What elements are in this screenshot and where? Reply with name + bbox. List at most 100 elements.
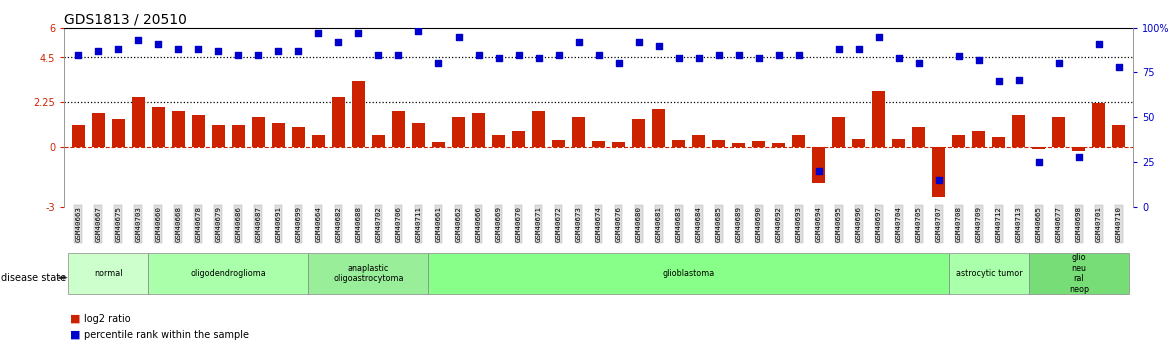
Bar — [472, 113, 485, 147]
Text: disease state: disease state — [1, 273, 67, 283]
Bar — [853, 139, 865, 147]
Bar — [429, 253, 948, 294]
Bar — [152, 107, 165, 147]
Point — [209, 48, 228, 54]
Text: GSM40675: GSM40675 — [116, 206, 121, 242]
Point — [1070, 154, 1089, 159]
Point — [930, 177, 948, 183]
Bar — [672, 140, 686, 147]
Point — [689, 55, 708, 61]
Point — [969, 57, 988, 63]
Bar — [148, 253, 308, 294]
Text: ■: ■ — [70, 330, 81, 339]
Point — [630, 39, 648, 45]
Bar — [792, 135, 805, 147]
Bar — [192, 115, 204, 147]
Point — [549, 52, 568, 57]
Point — [369, 52, 388, 57]
Bar — [492, 135, 505, 147]
Point — [829, 46, 848, 52]
Text: GSM40702: GSM40702 — [375, 206, 382, 242]
Text: GSM40685: GSM40685 — [716, 206, 722, 242]
Point — [150, 41, 168, 47]
Point — [910, 61, 929, 66]
Text: GSM40665: GSM40665 — [1036, 206, 1042, 242]
Text: anaplastic
oligoastrocytoma: anaplastic oligoastrocytoma — [333, 264, 404, 283]
Bar — [812, 147, 826, 183]
Text: GSM40696: GSM40696 — [856, 206, 862, 242]
Text: glio
neu
ral
neop: glio neu ral neop — [1069, 253, 1089, 294]
Point — [750, 55, 769, 61]
Point — [589, 52, 607, 57]
Bar — [732, 143, 745, 147]
Point — [849, 46, 868, 52]
Point — [509, 52, 528, 57]
Point — [349, 30, 368, 36]
Point — [809, 168, 828, 174]
Text: GSM40709: GSM40709 — [975, 206, 982, 242]
Bar — [292, 127, 305, 147]
Point — [288, 48, 307, 54]
Text: GSM40667: GSM40667 — [96, 206, 102, 242]
Bar — [332, 97, 345, 147]
Bar — [172, 111, 185, 147]
Text: GSM40690: GSM40690 — [756, 206, 762, 242]
Bar — [632, 119, 645, 147]
Text: GSM40694: GSM40694 — [815, 206, 822, 242]
Bar — [412, 123, 425, 147]
Text: GSM40711: GSM40711 — [416, 206, 422, 242]
Bar — [452, 117, 465, 147]
Text: GSM40671: GSM40671 — [536, 206, 542, 242]
Point — [1009, 77, 1028, 82]
Point — [1090, 41, 1108, 47]
Text: GSM40666: GSM40666 — [475, 206, 481, 242]
Point — [1050, 61, 1069, 66]
Text: GSM40698: GSM40698 — [1076, 206, 1082, 242]
Text: GSM40679: GSM40679 — [215, 206, 222, 242]
Bar — [993, 137, 1006, 147]
Point — [310, 30, 328, 36]
Text: GSM40697: GSM40697 — [876, 206, 882, 242]
Text: GSM40713: GSM40713 — [1016, 206, 1022, 242]
Text: glioblastoma: glioblastoma — [662, 269, 715, 278]
Text: GSM40682: GSM40682 — [335, 206, 341, 242]
Text: astrocytic tumor: astrocytic tumor — [955, 269, 1022, 278]
Point — [128, 37, 147, 43]
Bar — [252, 117, 265, 147]
Bar — [972, 131, 986, 147]
Text: ■: ■ — [70, 314, 81, 324]
Point — [610, 61, 628, 66]
Text: GSM40687: GSM40687 — [256, 206, 262, 242]
Text: GSM40668: GSM40668 — [175, 206, 181, 242]
Bar — [912, 127, 925, 147]
Point — [989, 79, 1008, 84]
Bar — [752, 141, 765, 147]
Bar — [952, 135, 965, 147]
Bar — [1112, 125, 1126, 147]
Point — [89, 48, 107, 54]
Text: GSM40677: GSM40677 — [1056, 206, 1062, 242]
Text: oligodendroglioma: oligodendroglioma — [190, 269, 266, 278]
Point — [229, 52, 248, 57]
Bar — [833, 117, 846, 147]
Text: GSM40676: GSM40676 — [616, 206, 621, 242]
Text: GSM40704: GSM40704 — [896, 206, 902, 242]
Point — [470, 52, 488, 57]
Text: GSM40707: GSM40707 — [936, 206, 941, 242]
Text: GSM40674: GSM40674 — [596, 206, 602, 242]
Text: GSM40669: GSM40669 — [495, 206, 501, 242]
Text: GSM40680: GSM40680 — [635, 206, 641, 242]
Bar — [932, 147, 945, 197]
Point — [890, 55, 909, 61]
Bar — [693, 135, 705, 147]
Bar — [392, 111, 405, 147]
Point — [649, 43, 668, 48]
Bar — [652, 109, 665, 147]
Point — [950, 53, 968, 59]
Text: GSM40664: GSM40664 — [315, 206, 321, 242]
Point — [489, 55, 508, 61]
Bar — [533, 111, 545, 147]
Bar — [1029, 253, 1129, 294]
Bar — [312, 135, 325, 147]
Bar — [352, 81, 364, 147]
